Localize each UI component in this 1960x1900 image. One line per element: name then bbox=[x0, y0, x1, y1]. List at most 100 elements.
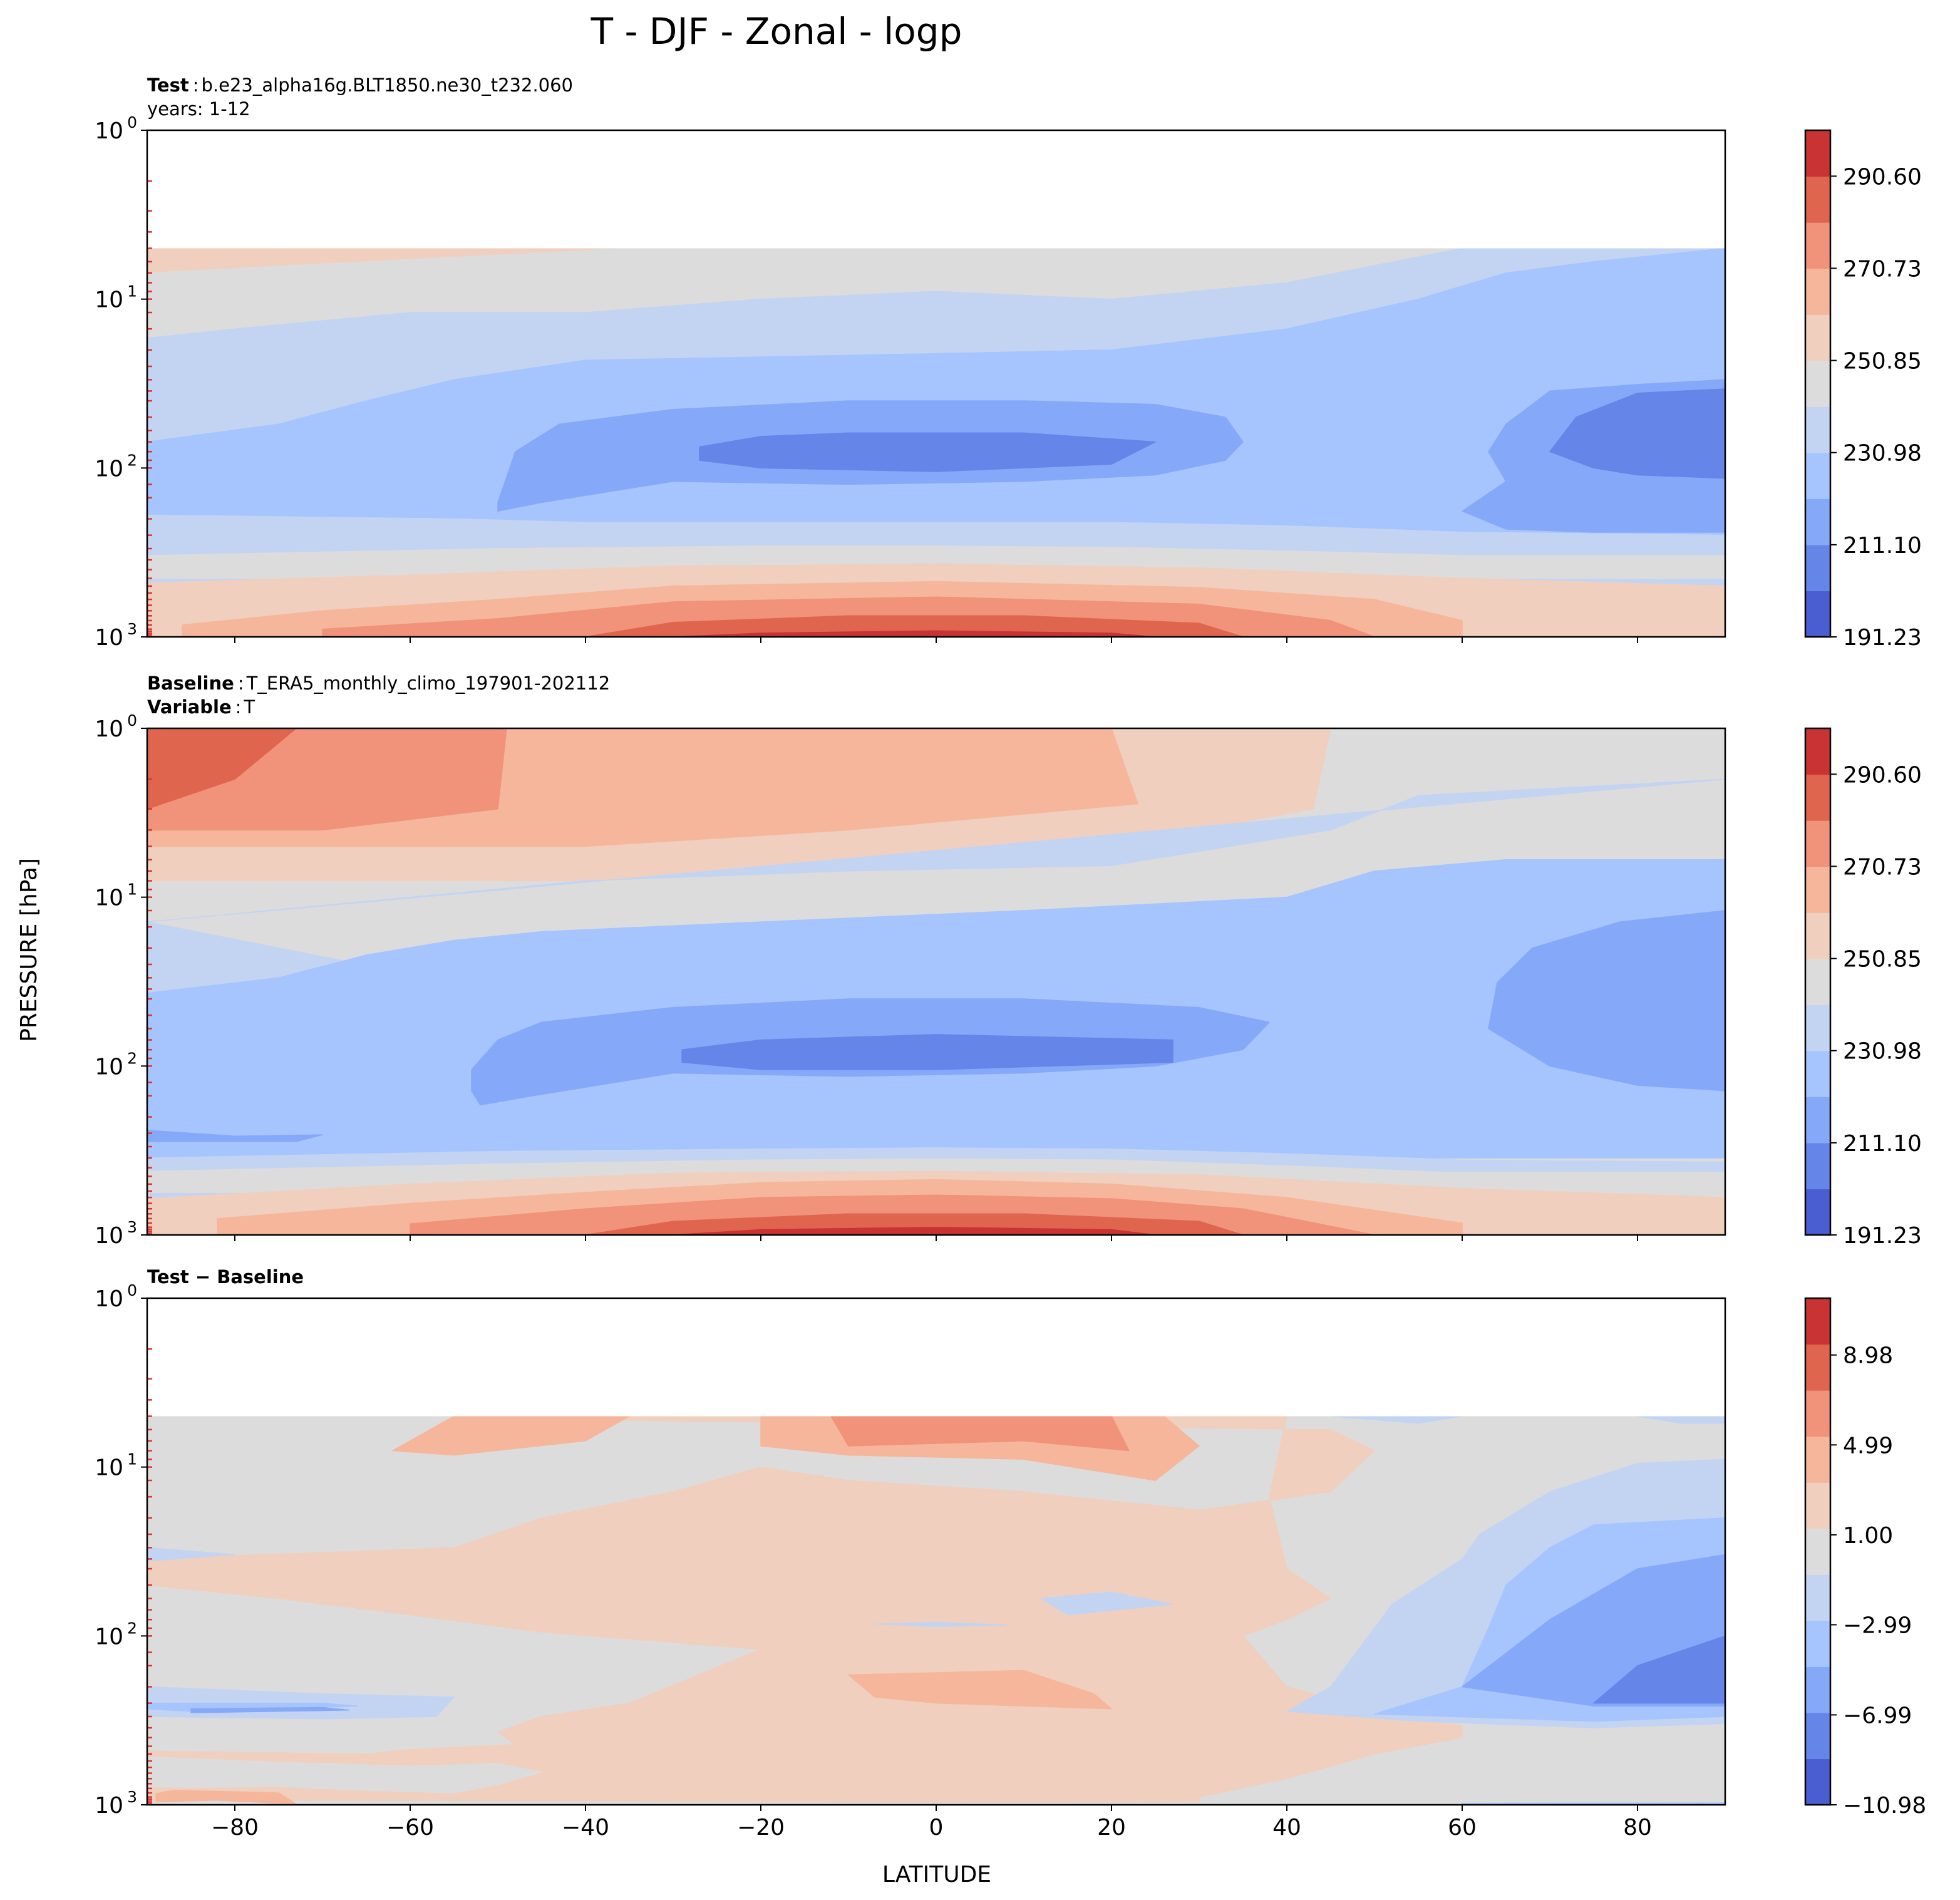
colorbar-segment bbox=[1805, 498, 1830, 545]
contour-region-7 bbox=[830, 1416, 1130, 1452]
colorbar-segment bbox=[1805, 1390, 1830, 1437]
panel-header-line1: Test: b.e23_alpha16g.BLT1850.ne30_t232.06… bbox=[147, 75, 573, 96]
x-tick-label: −80 bbox=[211, 1815, 259, 1841]
colorbar-segment bbox=[1805, 1050, 1830, 1097]
y-tick-base: 10 bbox=[95, 885, 123, 911]
x-tick-label: 0 bbox=[929, 1815, 944, 1841]
contour-region-17 bbox=[673, 1226, 1156, 1235]
colorbar-segment bbox=[1805, 820, 1830, 867]
y-tick-exponent: 2 bbox=[127, 451, 137, 469]
contour-region-19 bbox=[1593, 1635, 1725, 1704]
colorbar-segment bbox=[1805, 176, 1830, 223]
colorbar-tick-label: 191.23 bbox=[1843, 1223, 1922, 1249]
y-tick-exponent: 0 bbox=[127, 1281, 137, 1299]
colorbar-segment bbox=[1805, 912, 1830, 959]
colorbar-tick-label: 230.98 bbox=[1843, 441, 1922, 467]
contour-region-5 bbox=[392, 1416, 630, 1456]
panel-header-line2: Variable: T bbox=[147, 696, 255, 718]
colorbar-segment bbox=[1805, 452, 1830, 499]
colorbar-segment bbox=[1805, 1712, 1830, 1760]
colorbar-segment bbox=[1805, 1142, 1830, 1190]
y-tick-base: 10 bbox=[95, 625, 123, 651]
y-tick-exponent: 1 bbox=[127, 880, 137, 899]
colorbar-segment bbox=[1805, 1298, 1830, 1345]
y-tick-exponent: 1 bbox=[127, 1450, 137, 1469]
colorbar-segment bbox=[1805, 1004, 1830, 1051]
y-tick-label: 10 bbox=[95, 1286, 123, 1312]
colorbar-tick-label: 250.85 bbox=[1843, 947, 1922, 973]
x-tick-label: 40 bbox=[1272, 1815, 1301, 1841]
colorbar-segment bbox=[1805, 1189, 1830, 1236]
colorbar-segment bbox=[1805, 591, 1830, 638]
y-tick-base: 10 bbox=[95, 1223, 123, 1249]
panel-header-separator: : bbox=[238, 673, 244, 694]
colorbar-segment bbox=[1805, 728, 1830, 775]
contour-region-11 bbox=[1041, 1591, 1173, 1616]
y-tick-label: 10 bbox=[95, 118, 123, 144]
contour-fills bbox=[147, 728, 1725, 1235]
figure-title: T - DJF - Zonal - logp bbox=[591, 10, 962, 53]
contour-region-1 bbox=[147, 1416, 1463, 1805]
contour-region-21 bbox=[1637, 1416, 1725, 1424]
y-tick-base: 10 bbox=[95, 1793, 123, 1819]
panel-header-line1: Baseline: T_ERA5_monthly_climo_197901-202… bbox=[147, 673, 610, 694]
colorbar-tick-label: 290.60 bbox=[1843, 762, 1922, 788]
y-tick-label: 10 bbox=[95, 456, 123, 482]
colorbar-tick-label: 4.99 bbox=[1843, 1433, 1893, 1459]
colorbar-segment bbox=[1805, 1666, 1830, 1713]
colorbar-tick-label: 230.98 bbox=[1843, 1039, 1922, 1065]
y-tick-exponent: 0 bbox=[127, 113, 137, 132]
colorbar-tick-label: 270.73 bbox=[1843, 854, 1922, 880]
colorbar-frame bbox=[1804, 727, 1832, 1236]
panel-header-line2: years: 1-12 bbox=[147, 98, 250, 120]
y-axis-label: PRESSURE [hPa] bbox=[16, 858, 42, 1042]
panel-header2-value: T bbox=[243, 696, 255, 718]
contour-region-20 bbox=[1330, 1416, 1463, 1424]
colorbar: 191.23 211.10 230.98 250.85 270.73 290.60 bbox=[1804, 727, 1922, 1249]
colorbar: −10.98 −6.99 −2.99 1.00 4.99 8.98 bbox=[1804, 1297, 1926, 1819]
panel-header-bold: Baseline bbox=[147, 673, 234, 694]
colorbar-segment bbox=[1805, 866, 1830, 913]
colorbar-segment bbox=[1805, 1436, 1830, 1483]
y-tick-base: 10 bbox=[95, 287, 123, 313]
panel-header-bold: Test − Baseline bbox=[147, 1266, 304, 1288]
colorbar-tick-label: −6.99 bbox=[1843, 1703, 1912, 1728]
colorbar-segment bbox=[1805, 958, 1830, 1005]
y-tick-base: 10 bbox=[95, 1054, 123, 1080]
contour-region-8 bbox=[1549, 388, 1725, 479]
y-tick-label: 10 bbox=[95, 716, 123, 742]
x-tick-label: 20 bbox=[1097, 1815, 1126, 1841]
colorbar-tick-label: 211.10 bbox=[1843, 533, 1922, 559]
panel-header2-value: years: 1-12 bbox=[147, 98, 250, 120]
contour-region-7 bbox=[699, 432, 1156, 472]
x-tick-label: −60 bbox=[386, 1815, 434, 1841]
panel-header-value: T_ERA5_monthly_climo_197901-202112 bbox=[246, 673, 611, 694]
y-tick-label: 10 bbox=[95, 1455, 123, 1481]
contour-region-10 bbox=[147, 1130, 323, 1142]
y-tick-exponent: 3 bbox=[127, 1218, 137, 1236]
colorbar-tick-label: 211.10 bbox=[1843, 1131, 1922, 1157]
panel-header-line1: Test − Baseline bbox=[147, 1266, 304, 1288]
contour-fills bbox=[147, 248, 1725, 638]
y-tick-exponent: 2 bbox=[127, 1619, 137, 1637]
colorbar-segment bbox=[1805, 1528, 1830, 1575]
contour-region-15 bbox=[190, 1706, 349, 1713]
y-tick-label: 10 bbox=[95, 1223, 123, 1249]
colorbar-segment bbox=[1805, 1482, 1830, 1529]
y-tick-base: 10 bbox=[95, 118, 123, 144]
colorbar-tick-label: −2.99 bbox=[1843, 1613, 1912, 1638]
y-tick-label: 10 bbox=[95, 287, 123, 313]
colorbar-segment bbox=[1805, 1758, 1830, 1805]
contour-fills bbox=[147, 1416, 1725, 1805]
colorbar-segment bbox=[1805, 360, 1830, 407]
contour-region-12 bbox=[874, 1621, 1007, 1628]
contour-region-4 bbox=[147, 728, 297, 810]
y-tick-label: 10 bbox=[95, 625, 123, 651]
colorbar-segment bbox=[1805, 268, 1830, 315]
y-tick-label: 10 bbox=[95, 1054, 123, 1080]
colorbar-tick-label: 191.23 bbox=[1843, 625, 1922, 651]
x-tick-label: −20 bbox=[737, 1815, 785, 1841]
colorbar-segment bbox=[1805, 774, 1830, 821]
